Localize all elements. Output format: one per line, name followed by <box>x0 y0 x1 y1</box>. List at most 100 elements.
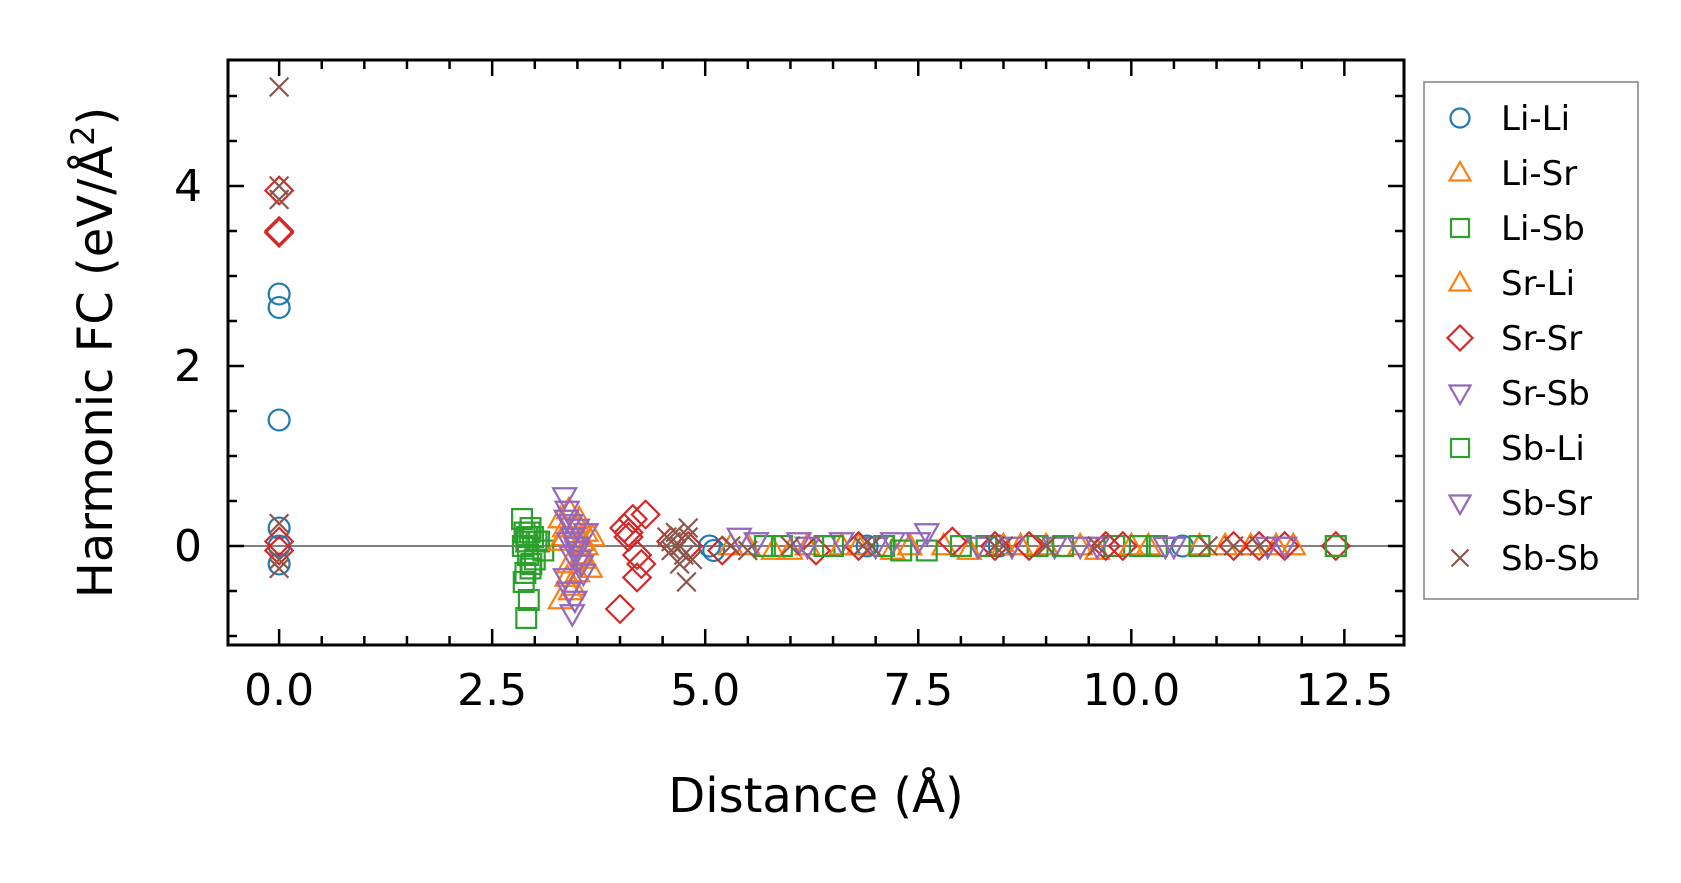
data-point <box>553 500 581 525</box>
legend-marker <box>1449 217 1471 239</box>
plot-area <box>228 76 1404 629</box>
data-point <box>676 571 697 593</box>
data-point <box>1218 530 1249 562</box>
data-point <box>561 590 589 615</box>
data-point <box>720 535 741 557</box>
data-point <box>879 532 907 556</box>
data-point <box>742 532 770 556</box>
legend-marker <box>1447 269 1473 292</box>
data-point <box>930 531 958 556</box>
x-tick-label: 0.0 <box>244 665 314 716</box>
data-point <box>1249 535 1270 557</box>
legend-label: Sb-Sr <box>1501 484 1592 524</box>
data-point <box>267 552 291 576</box>
series-sb-sb <box>269 76 1270 593</box>
data-point <box>828 532 856 556</box>
data-point <box>625 548 657 580</box>
data-point <box>678 526 699 548</box>
legend-entry: Sb-Sb <box>1450 539 1600 579</box>
data-point <box>904 532 932 556</box>
data-point <box>263 175 295 206</box>
axes: 0.0 2.5 5.0 7.5 10.0 12.5 0 2 4 <box>174 58 1406 716</box>
data-point <box>565 550 593 574</box>
legend-label: Li-Sr <box>1501 154 1577 194</box>
legend-marker <box>1445 323 1475 353</box>
data-point <box>570 545 598 569</box>
data-point <box>873 534 896 557</box>
data-point <box>579 522 607 547</box>
data-point <box>517 588 540 611</box>
data-point <box>1223 535 1244 557</box>
data-point <box>1035 535 1057 557</box>
data-point <box>263 526 295 557</box>
data-point <box>896 531 924 556</box>
data-point <box>800 535 832 566</box>
legend-marker <box>1447 384 1473 407</box>
y-axis-label-superscript: 2 <box>64 125 102 145</box>
legend-marker <box>1447 494 1473 517</box>
legend-label: Sr-Sb <box>1501 374 1590 414</box>
data-point <box>979 530 1011 562</box>
data-point <box>949 534 972 557</box>
data-point <box>861 535 882 557</box>
data-point <box>1324 534 1347 557</box>
data-point <box>269 189 290 210</box>
data-point <box>552 568 579 592</box>
data-point <box>737 540 758 561</box>
data-point <box>682 549 703 570</box>
x-tick-label: 2.5 <box>457 665 527 716</box>
x-tick-label: 5.0 <box>670 665 740 716</box>
y-axis-label-main: Harmonic FC (eV/Å <box>67 146 124 599</box>
data-point <box>697 534 722 558</box>
data-point <box>558 604 586 628</box>
data-point <box>780 535 801 557</box>
data-point <box>269 549 290 570</box>
data-point <box>1128 534 1151 557</box>
data-point <box>269 558 290 579</box>
data-point <box>267 516 291 540</box>
data-point <box>557 545 585 570</box>
x-tick-label: 12.5 <box>1295 665 1393 716</box>
x-tick-label: 7.5 <box>883 665 953 716</box>
y-tick-label: 4 <box>174 161 202 212</box>
data-point <box>263 217 295 249</box>
legend-entry: Li-Sb <box>1449 209 1585 249</box>
x-tick-label: 10.0 <box>1082 665 1180 716</box>
data-point <box>1117 531 1145 556</box>
y-tick-label: 2 <box>174 341 202 392</box>
data-point <box>514 561 537 584</box>
data-point <box>630 499 661 530</box>
data-point <box>555 532 583 556</box>
legend-entry: Sb-Sr <box>1447 484 1592 524</box>
legend-entry: Sr-Li <box>1447 264 1575 304</box>
data-point <box>1013 530 1045 562</box>
legend-entry: Sr-Sb <box>1447 374 1590 414</box>
data-point <box>725 527 753 552</box>
data-point <box>759 536 787 560</box>
legend-marker <box>1449 107 1471 129</box>
legend-label: Sb-Sb <box>1501 539 1600 579</box>
data-point <box>1066 531 1094 556</box>
data-point <box>551 487 579 511</box>
data-point <box>563 518 591 543</box>
legend-entry: Li-Li <box>1449 99 1570 139</box>
data-point <box>913 523 941 547</box>
data-point <box>267 408 291 432</box>
y-tick-label: 0 <box>174 521 202 572</box>
legend-marker <box>1450 548 1470 568</box>
data-point <box>1151 536 1179 561</box>
data-point <box>569 563 597 588</box>
data-point <box>267 282 291 306</box>
data-point <box>993 535 1014 557</box>
data-point <box>621 562 653 593</box>
data-point <box>518 521 541 544</box>
legend-label: Sr-Sr <box>1501 319 1582 359</box>
legend-marker <box>1449 437 1471 459</box>
data-point <box>702 538 726 563</box>
data-point <box>1279 531 1307 556</box>
data-point <box>604 593 636 625</box>
data-point <box>1107 530 1139 562</box>
data-point <box>855 534 879 558</box>
